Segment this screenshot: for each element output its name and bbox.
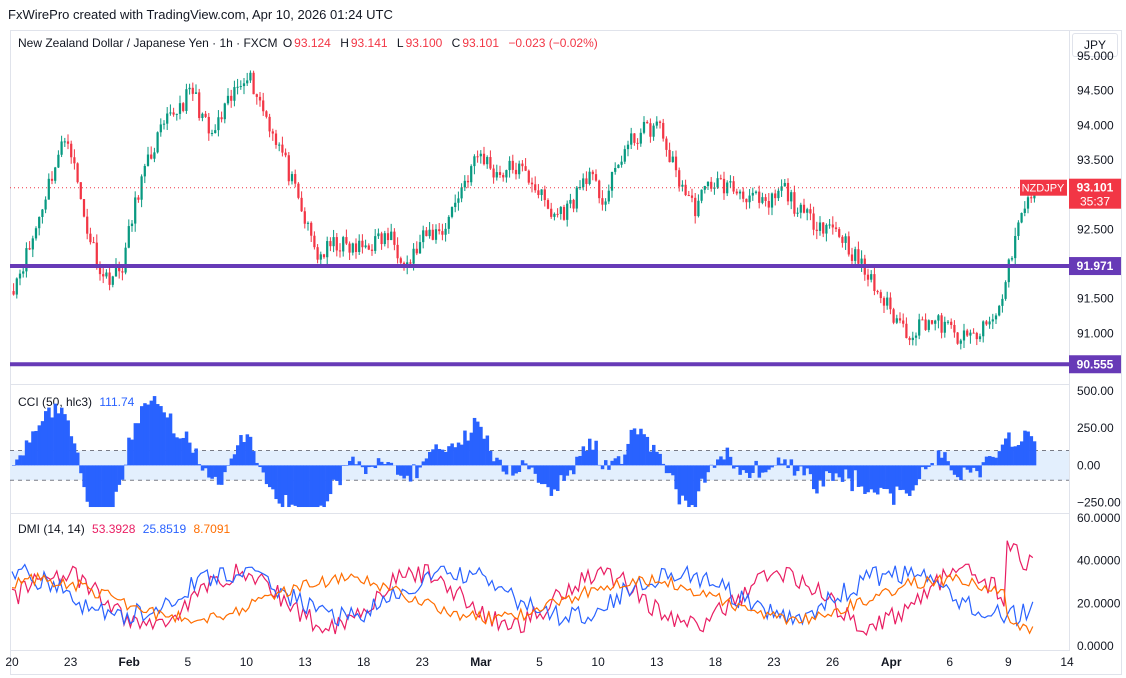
dmi-plus-value: 53.3928 xyxy=(92,522,136,536)
chart-watermark: FxWirePro created with TradingView.com, … xyxy=(8,7,393,22)
high-label: H xyxy=(340,36,349,50)
cci-legend[interactable]: CCI (50, hlc3) 111.74 xyxy=(18,395,138,409)
time-axis-border xyxy=(10,650,1070,651)
pane-separator-price-cci[interactable] xyxy=(10,384,1070,385)
dmi-adx-value: 8.7091 xyxy=(193,522,231,536)
high-value: 93.141 xyxy=(350,36,388,50)
low-label: L xyxy=(396,36,404,50)
dmi-legend[interactable]: DMI (14, 14) 53.3928 25.8519 8.7091 xyxy=(18,522,234,536)
change-value: −0.023 (−0.02%) xyxy=(508,36,598,50)
cci-title[interactable]: CCI (50, hlc3) xyxy=(18,395,93,409)
currency-button[interactable]: JPY xyxy=(1072,33,1118,57)
close-value: 93.101 xyxy=(462,36,500,50)
open-value: 93.124 xyxy=(294,36,331,50)
dmi-minus-value: 25.8519 xyxy=(142,522,187,536)
close-label: C xyxy=(451,36,461,50)
open-label: O xyxy=(282,36,293,50)
symbol-name[interactable]: New Zealand Dollar / Japanese Yen · 1h ·… xyxy=(18,36,278,50)
low-value: 93.100 xyxy=(405,36,443,50)
pane-separator-cci-dmi[interactable] xyxy=(10,513,1070,514)
dmi-title[interactable]: DMI (14, 14) xyxy=(18,522,85,536)
cci-value: 111.74 xyxy=(99,395,135,409)
chart-frame xyxy=(10,30,1122,675)
price-axis-border xyxy=(1069,30,1070,650)
symbol-legend[interactable]: New Zealand Dollar / Japanese Yen · 1h ·… xyxy=(18,36,604,50)
